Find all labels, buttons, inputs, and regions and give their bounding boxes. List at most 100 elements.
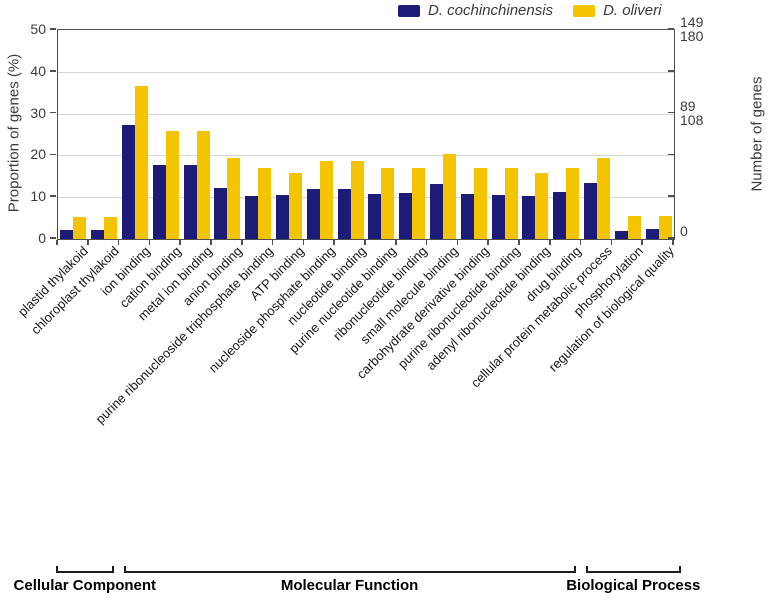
right-axis-label: 0 — [680, 223, 688, 239]
bar — [276, 195, 289, 239]
gridline — [58, 113, 674, 115]
x-axis-tick — [117, 239, 120, 245]
left-axis-tick — [50, 70, 56, 72]
bar — [183, 165, 197, 239]
left-axis-tick-label: 30 — [30, 104, 46, 121]
bar — [337, 189, 351, 239]
x-axis-tick — [549, 239, 551, 245]
plot-area — [57, 29, 675, 240]
bar — [196, 131, 210, 239]
right-axis-label: 149 — [680, 14, 704, 30]
bar — [430, 184, 443, 239]
bar — [627, 216, 641, 239]
x-axis-tick — [56, 239, 58, 245]
bar — [658, 216, 672, 239]
legend-item-cochinchinensis: D. cochinchinensis — [398, 2, 553, 19]
bar — [504, 167, 518, 239]
legend-item-oliveri: D. oliveri — [573, 2, 661, 19]
right-axis-tick — [668, 153, 674, 156]
left-axis-tick — [50, 153, 56, 156]
left-axis-tick-label: 0 — [38, 230, 46, 246]
right-axis-tick — [668, 70, 674, 72]
right-axis-tick — [668, 28, 674, 30]
group-bracket — [123, 566, 576, 573]
bar — [584, 183, 597, 239]
x-axis-tick — [518, 239, 520, 245]
bar — [319, 161, 333, 239]
bar — [368, 193, 382, 239]
bar — [73, 216, 87, 239]
right-axis-tick — [668, 195, 674, 197]
bar — [535, 172, 549, 239]
gridline — [58, 155, 674, 157]
left-axis-tick — [50, 195, 56, 197]
bar — [258, 167, 272, 239]
bar — [614, 231, 628, 239]
group-bracket — [585, 566, 681, 573]
x-axis-tick — [87, 239, 89, 245]
right-axis-tick — [668, 237, 674, 239]
x-axis-tick — [610, 239, 613, 245]
group-label: Biological Process — [566, 577, 701, 594]
bar — [566, 168, 580, 239]
bar — [553, 192, 567, 239]
bar — [381, 167, 395, 239]
bar — [399, 193, 413, 239]
bar — [60, 229, 74, 239]
bar — [104, 216, 118, 239]
right-axis-tick — [668, 111, 674, 114]
group-bracket — [56, 566, 114, 573]
left-axis-tick — [50, 111, 56, 114]
gridline — [58, 71, 674, 73]
bar — [645, 228, 659, 239]
x-axis-tick — [210, 239, 212, 245]
bar — [473, 167, 487, 239]
bar — [460, 193, 474, 239]
legend: D. cochinchinensis D. oliveri — [398, 2, 661, 19]
right-axis-label: 108 — [680, 111, 704, 128]
bar — [306, 189, 320, 239]
right-axis-label: 180 — [680, 28, 704, 44]
right-axis-label: 89 — [680, 97, 696, 114]
left-axis-tick-label: 50 — [30, 21, 46, 37]
legend-swatch-gold — [573, 4, 596, 17]
right-axis-title: Number of genes — [748, 76, 766, 192]
bar — [491, 195, 505, 239]
bar — [122, 124, 135, 239]
x-axis-tick — [364, 239, 366, 245]
gridline — [58, 197, 674, 199]
x-axis-tick — [672, 239, 674, 245]
x-axis-tick — [487, 239, 489, 245]
bar — [245, 195, 259, 239]
bar — [412, 167, 426, 239]
x-axis-tick — [179, 239, 181, 245]
x-axis-tick — [333, 239, 335, 245]
x-axis-tick — [241, 239, 243, 245]
left-axis-tick-label: 40 — [30, 62, 46, 79]
bar — [227, 158, 241, 239]
x-axis-tick — [425, 239, 428, 245]
x-axis-tick — [302, 239, 305, 245]
left-axis-tick-label: 20 — [30, 146, 46, 163]
x-axis-tick — [395, 239, 397, 245]
x-axis-tick — [456, 239, 459, 245]
x-axis-tick — [641, 239, 643, 245]
left-axis-tick — [50, 28, 56, 30]
bar — [597, 157, 610, 239]
group-label: Molecular Function — [280, 577, 419, 594]
bar — [135, 86, 148, 239]
bar — [350, 161, 364, 239]
left-axis-tick — [50, 237, 56, 239]
x-axis-tick — [579, 239, 582, 245]
bar — [522, 195, 536, 239]
bar — [289, 172, 302, 239]
x-axis-tick — [271, 239, 274, 245]
x-axis-tick — [148, 239, 151, 245]
left-axis-tick-label: 10 — [30, 188, 46, 205]
bar — [214, 188, 228, 239]
bar — [152, 165, 166, 239]
bar — [165, 131, 179, 239]
legend-label: D. oliveri — [603, 2, 662, 19]
bar — [443, 154, 456, 239]
